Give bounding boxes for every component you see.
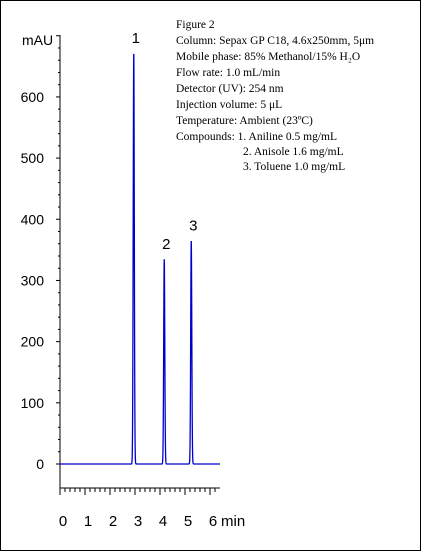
x-tick-label: 6: [209, 513, 217, 530]
y-tick-label: 300: [21, 272, 45, 288]
axes: [56, 35, 220, 495]
y-tick-label: 100: [21, 395, 45, 411]
peak-label-1: 1: [132, 30, 140, 47]
x-tick-label: 0: [59, 513, 67, 530]
peak-labels: 1 2 3: [132, 30, 198, 253]
y-tick-label: 500: [21, 150, 45, 166]
x-tick-label: 5: [184, 513, 192, 530]
peak-label-3: 3: [189, 218, 197, 235]
annotation-line-column: Column: Sepax GP C18, 4.6x250mm, 5μm: [176, 35, 374, 47]
annotation-line-flow-rate: Flow rate: 1.0 mL/min: [176, 67, 280, 79]
annotation-line-mobile-phase: Mobile phase: 85% Methanol/15% H₂O: [176, 51, 360, 63]
annotation-line-compound-2: 2. Anisole 1.6 mg/mL: [243, 146, 344, 158]
y-unit-label: mAU: [22, 32, 53, 48]
annotation-line-figure: Figure 2: [176, 19, 215, 31]
peak-label-2: 2: [162, 236, 170, 253]
y-tick-label: 200: [21, 334, 45, 350]
annotation-line-temperature: Temperature: Ambient (23ºC): [176, 115, 313, 127]
x-tick-label: 1: [84, 513, 92, 530]
y-tick-labels: 0 100 200 300 400 500 600: [21, 89, 45, 472]
method-annotation: Figure 2 Column: Sepax GP C18, 4.6x250mm…: [176, 19, 374, 173]
y-tick-label: 0: [36, 456, 44, 472]
x-tick-label: 2: [109, 513, 117, 530]
y-tick-label: 400: [21, 211, 45, 227]
annotation-line-compounds: Compounds: 1. Aniline 0.5 mg/mL: [176, 131, 337, 143]
annotation-line-compound-3: 3. Toluene 1.0 mg/mL: [243, 161, 345, 173]
y-tick-label: 600: [21, 89, 45, 105]
x-tick-label: 3: [134, 513, 142, 530]
x-tick-label: 4: [159, 513, 167, 530]
annotation-line-detector: Detector (UV): 254 nm: [176, 83, 284, 95]
chromatogram-trace: [60, 53, 220, 465]
x-unit-label: min: [221, 513, 245, 530]
annotation-line-injection: Injection volume: 5 μL: [176, 99, 282, 111]
